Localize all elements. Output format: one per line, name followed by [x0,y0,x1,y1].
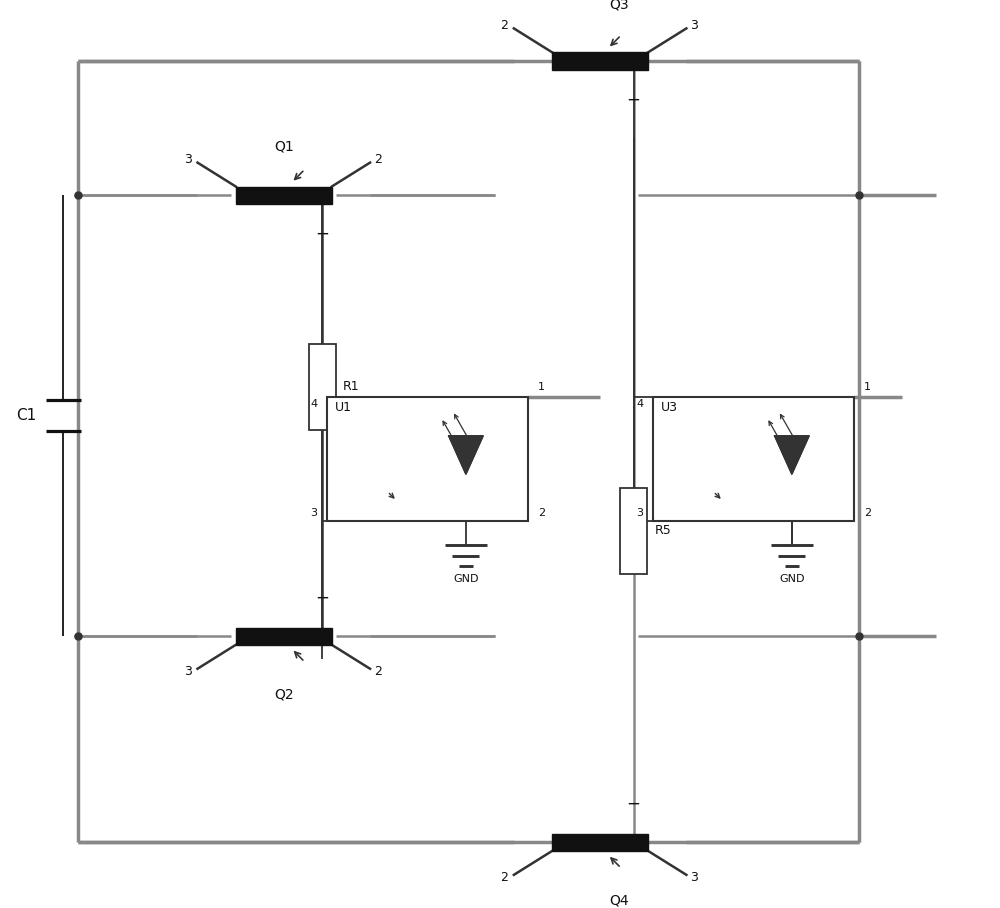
Text: 4: 4 [310,400,317,410]
Text: GND: GND [453,574,479,584]
Polygon shape [775,436,809,474]
Text: 4: 4 [636,400,643,410]
Text: 3: 3 [690,19,698,32]
Text: GND: GND [779,574,805,584]
Text: 1: 1 [864,382,871,392]
Text: 3: 3 [184,153,192,166]
Polygon shape [236,186,332,203]
Text: 2: 2 [374,153,382,166]
Text: Q3: Q3 [610,0,629,12]
Bar [327,397,528,521]
Bar [653,397,854,521]
Bar [309,344,336,430]
Text: 2: 2 [374,666,382,678]
Bar [620,488,647,574]
Text: R1: R1 [343,380,360,393]
Text: 2: 2 [864,508,871,518]
Text: U1: U1 [335,401,352,414]
Text: 2: 2 [538,508,545,518]
Text: −: − [627,794,641,813]
Text: 3: 3 [690,872,698,884]
Text: U3: U3 [661,401,678,414]
Text: C1: C1 [16,409,36,423]
Text: 2: 2 [500,19,508,32]
Text: −: − [627,90,641,108]
Text: −: − [315,224,329,242]
Text: Q2: Q2 [274,687,294,702]
Text: R5: R5 [655,524,672,538]
Text: Q1: Q1 [274,139,294,153]
Text: 3: 3 [184,666,192,678]
Polygon shape [552,834,648,851]
Text: 3: 3 [310,508,317,518]
Text: Q4: Q4 [610,893,629,908]
Text: 2: 2 [500,872,508,884]
Polygon shape [552,53,648,70]
Polygon shape [236,627,332,645]
Polygon shape [449,436,483,474]
Text: 1: 1 [538,382,545,392]
Text: −: − [315,588,329,607]
Text: 3: 3 [636,508,643,518]
